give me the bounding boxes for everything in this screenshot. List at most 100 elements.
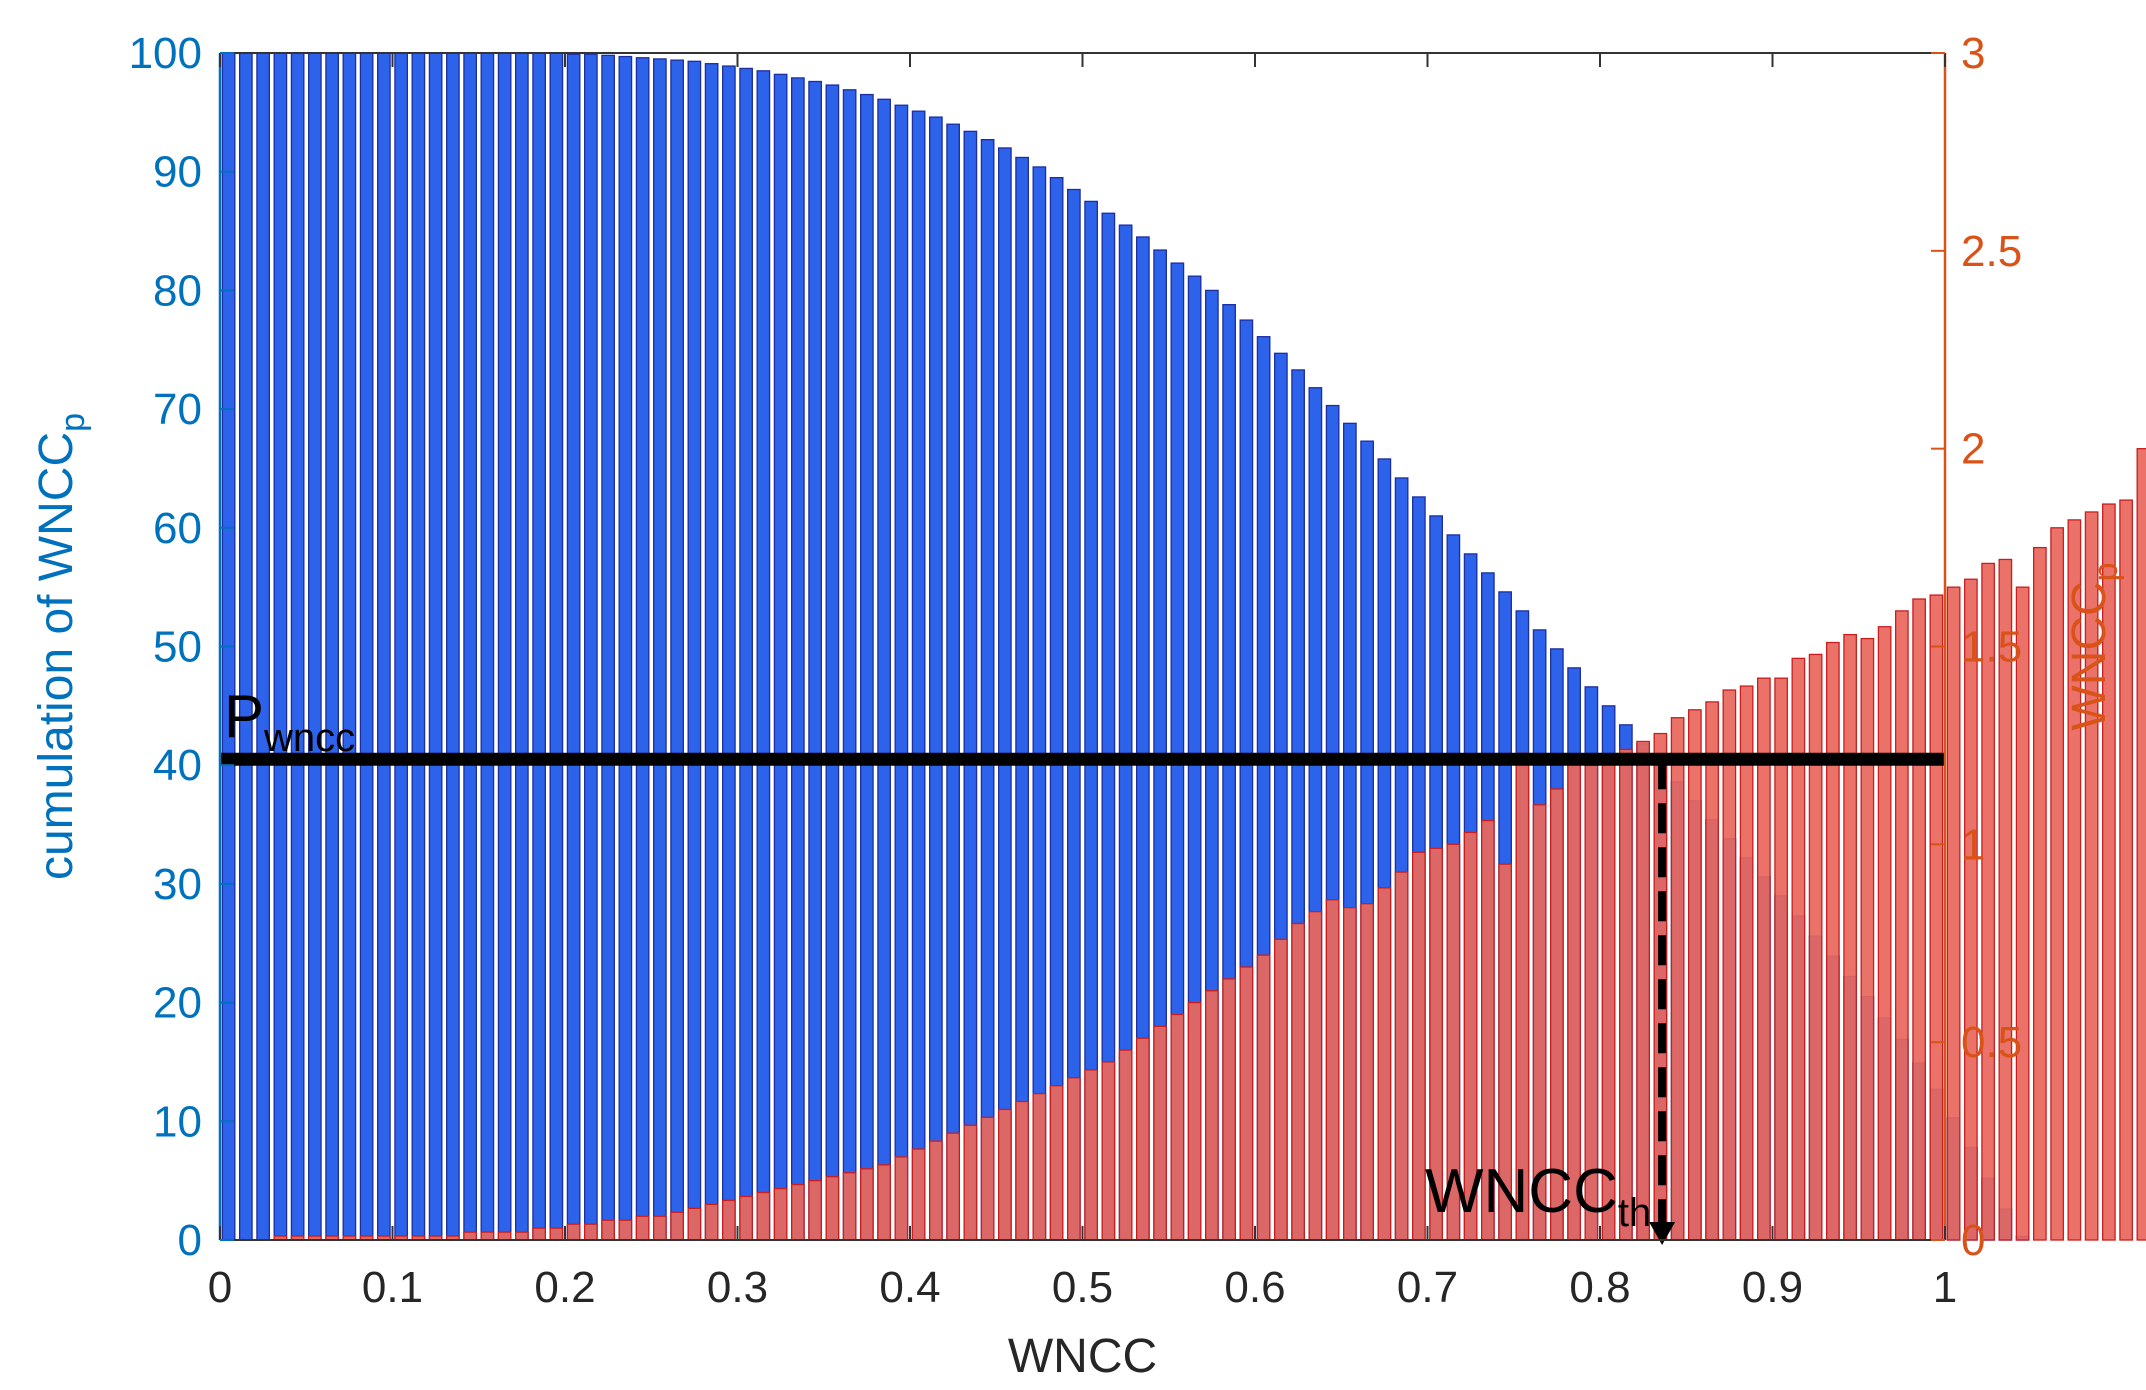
density-bar <box>497 1231 512 1241</box>
y-left-tick-label: 90 <box>153 148 202 197</box>
y-left-axis-label: cumulation of WNCCp <box>30 413 92 880</box>
cumulative-bar <box>601 54 615 1241</box>
cumulative-bar <box>756 70 771 1241</box>
density-bar <box>1360 903 1374 1241</box>
density-bar <box>1343 906 1357 1241</box>
density-bar <box>1877 626 1892 1241</box>
cumulative-bar <box>428 52 443 1241</box>
cumulative-bar <box>808 80 822 1241</box>
density-bar <box>877 1164 891 1241</box>
density-bar <box>1998 558 2013 1241</box>
density-bar <box>808 1180 822 1241</box>
pwncc-label: Pwncc <box>224 683 355 760</box>
density-bar <box>1153 1025 1167 1241</box>
cumulative-bar <box>739 67 753 1241</box>
cumulative-bar <box>325 52 339 1241</box>
cumulative-bar <box>1015 156 1029 1241</box>
y-left-tick-label: 50 <box>153 623 202 672</box>
axes: 0 0.1 0.2 0.3 0.4 0.5 0.6 0.7 0.8 0.9 101020304050… <box>129 29 2023 1312</box>
density-bar <box>842 1172 857 1241</box>
x-tick-label: 0.9 <box>1742 1263 1803 1312</box>
y-left-tick-label: 10 <box>153 1097 202 1146</box>
y-left-axis-label-main: cumulation of WNCC <box>30 432 83 880</box>
density-bar <box>2050 527 2064 1241</box>
cumulative-bar <box>411 52 426 1241</box>
density-bar <box>1118 1049 1133 1241</box>
density-bar <box>2015 586 2030 1241</box>
density-bar <box>1170 1013 1185 1241</box>
cumulative-bar <box>446 52 460 1241</box>
density-bar <box>1843 633 1857 1241</box>
density-bar <box>722 1199 736 1241</box>
density-bar <box>1619 748 1633 1241</box>
density-bar <box>1791 657 1806 1241</box>
cumulative-bar <box>342 52 357 1241</box>
density-bar <box>1187 1001 1202 1241</box>
density-bar <box>1101 1061 1116 1241</box>
density-bar <box>1394 871 1409 1241</box>
x-tick-label: 0.1 <box>362 1263 423 1312</box>
cumulative-bar <box>273 52 288 1241</box>
y-right-tick-label: 3 <box>1961 29 1985 78</box>
density-bar <box>791 1183 805 1241</box>
cumulative-bar <box>584 53 598 1241</box>
density-bar <box>670 1211 684 1241</box>
density-bar <box>773 1187 788 1241</box>
cumulative-bar <box>877 98 891 1241</box>
density-bar <box>1929 594 1944 1241</box>
y-right-tick-label: 1.5 <box>1961 623 2022 672</box>
y-right-tick-label: 2.5 <box>1961 227 2022 276</box>
density-bar <box>1377 887 1392 1241</box>
density-bar <box>480 1231 495 1241</box>
density-bar <box>963 1124 978 1241</box>
density-bar <box>1291 922 1305 1241</box>
cumulative-bar <box>239 52 253 1241</box>
density-bar <box>2067 519 2082 1241</box>
y-left-tick-label: 100 <box>129 29 202 78</box>
y-right-axis-label-sub: p <box>2087 562 2125 581</box>
cumulative-bar <box>998 147 1012 1241</box>
density-bar <box>1067 1077 1081 1241</box>
density-bar <box>1912 598 1926 1241</box>
x-tick-label: 0 <box>208 1263 232 1312</box>
density-bar <box>566 1223 581 1241</box>
density-bar <box>860 1168 874 1241</box>
density-bar <box>1049 1085 1064 1241</box>
density-bar <box>998 1108 1012 1241</box>
cumulative-bar <box>929 116 943 1241</box>
x-tick-label: 0.3 <box>707 1263 768 1312</box>
cumulative-bar <box>1049 176 1064 1241</box>
cumulative-bar <box>308 52 322 1241</box>
cumulative-bar <box>687 60 702 1241</box>
cumulative-bar <box>894 104 909 1241</box>
density-bar <box>1274 938 1288 1241</box>
cumulative-bar <box>549 52 564 1241</box>
density-bar <box>1739 685 1754 1241</box>
density-bar <box>601 1219 615 1241</box>
density-bar <box>1895 610 1909 1241</box>
density-bar <box>756 1191 771 1241</box>
y-left-tick-label: 70 <box>153 385 202 434</box>
cumulative-bar <box>773 73 788 1241</box>
cumulative-bar <box>463 52 477 1241</box>
y-left-tick-label: 0 <box>178 1216 202 1265</box>
cumulative-bar <box>860 93 874 1241</box>
x-tick-label: 1 <box>1933 1263 1957 1312</box>
cumulative-bar <box>980 138 995 1241</box>
density-bar <box>946 1132 960 1241</box>
density-bar <box>704 1203 719 1241</box>
density-bar <box>1239 966 1254 1241</box>
density-bar <box>1015 1100 1029 1241</box>
density-bar <box>1688 709 1702 1241</box>
cumulative-bar <box>946 123 960 1241</box>
wncc-th-arrowhead <box>1649 1222 1676 1245</box>
density-bar <box>2102 503 2116 1241</box>
density-bar <box>2084 511 2099 1241</box>
density-bar <box>1964 578 1978 1241</box>
density-bar <box>463 1231 477 1241</box>
cumulative-bar <box>497 52 512 1241</box>
density-bar <box>1981 562 1995 1241</box>
cumulative-bar <box>480 52 495 1241</box>
